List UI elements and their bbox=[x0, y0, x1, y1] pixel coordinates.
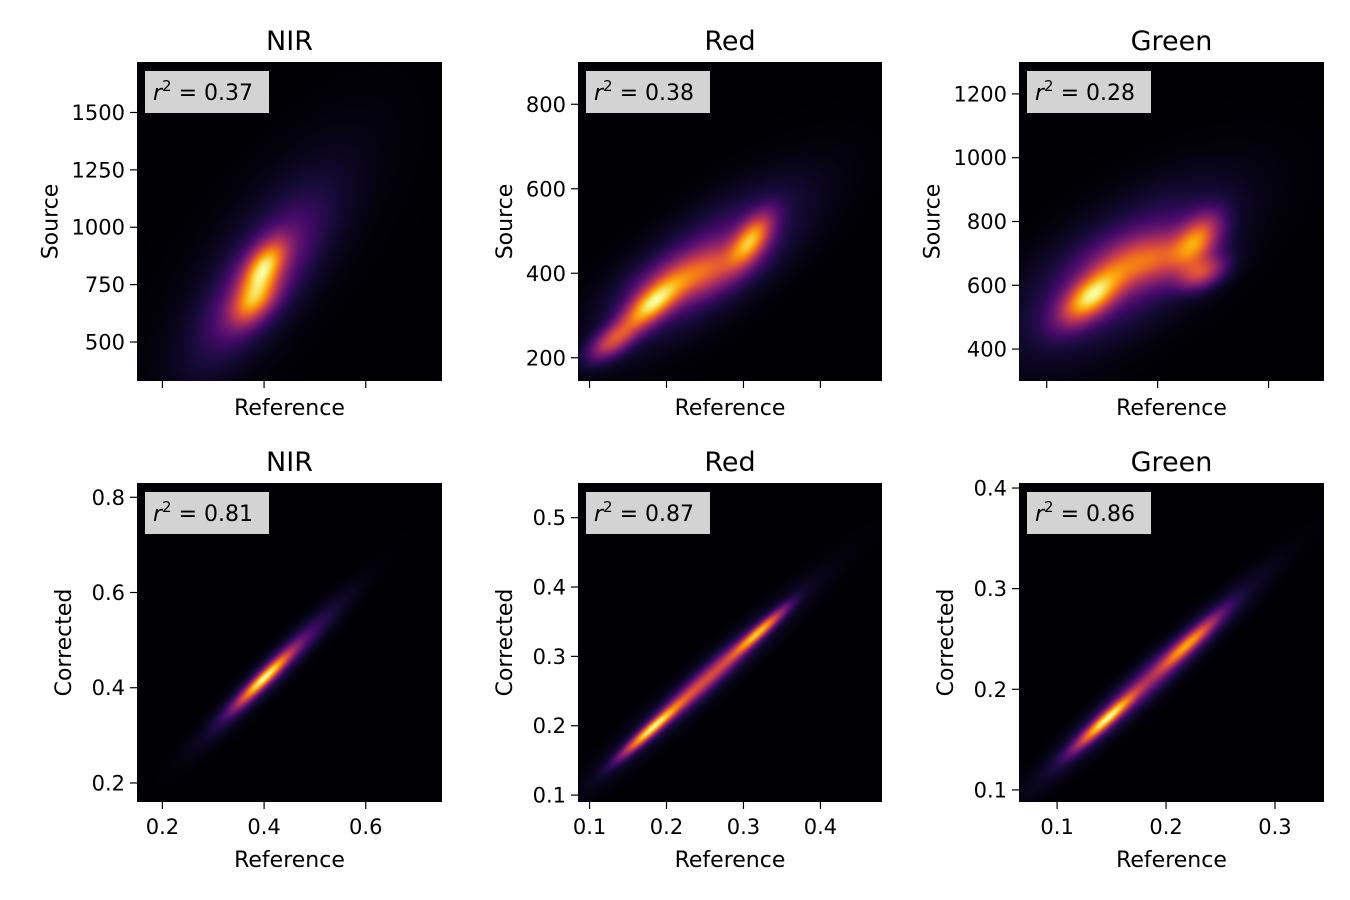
y-tick-label: 0.4 bbox=[92, 676, 125, 700]
r2-value: 0.37 bbox=[204, 81, 253, 106]
density-heatmap bbox=[578, 62, 882, 381]
r2-text: r2 = 0.28 bbox=[1035, 77, 1135, 106]
y-axis-label: Source bbox=[38, 184, 63, 260]
subplot-title: NIR bbox=[266, 447, 313, 478]
y-tick-label: 400 bbox=[526, 262, 566, 286]
x-axis-label: Reference bbox=[675, 848, 786, 873]
density-heatmap bbox=[1019, 62, 1324, 381]
r2-annotation: r2 = 0.37 bbox=[145, 71, 269, 113]
r2-text: r2 = 0.38 bbox=[594, 77, 694, 106]
y-tick-label: 0.6 bbox=[92, 581, 125, 605]
r2-value: 0.38 bbox=[645, 81, 694, 106]
x-axis-label: Reference bbox=[234, 396, 345, 421]
x-tick-label: 0.2 bbox=[146, 815, 179, 839]
y-tick-label: 500 bbox=[85, 330, 125, 354]
r2-box bbox=[1027, 492, 1151, 534]
y-tick-label: 0.3 bbox=[974, 577, 1007, 601]
r2-box bbox=[586, 71, 710, 113]
y-tick-label: 750 bbox=[85, 273, 125, 297]
y-tick-label: 1250 bbox=[72, 158, 125, 182]
subplot-4: NIR 0.2 0.4 0.6 0.2 0.4 0.6 0.8 Reference Correct… bbox=[52, 447, 442, 873]
x-axis-label: Reference bbox=[675, 396, 786, 421]
density-heatmap bbox=[578, 483, 882, 802]
x-axis-label: Reference bbox=[1116, 396, 1227, 421]
r2-box bbox=[145, 492, 269, 534]
r2-box bbox=[586, 492, 710, 534]
subplot-title: Green bbox=[1131, 26, 1213, 57]
y-tick-label: 800 bbox=[967, 210, 1007, 234]
x-tick-label: 0.1 bbox=[573, 815, 606, 839]
r2-value: 0.28 bbox=[1086, 81, 1135, 106]
r2-box bbox=[1027, 71, 1151, 113]
y-tick-label: 1000 bbox=[954, 146, 1007, 170]
r2-value: 0.87 bbox=[645, 502, 694, 527]
r2-text: r2 = 0.87 bbox=[594, 498, 694, 527]
x-tick-label: 0.1 bbox=[1040, 815, 1073, 839]
subplot-2: Red 200 400 600 800 Reference Source r2 = 0.38 bbox=[493, 26, 882, 421]
r2-symbol: r bbox=[153, 502, 164, 527]
r2-annotation: r2 = 0.81 bbox=[145, 492, 269, 534]
subplot-title: Red bbox=[704, 26, 755, 57]
y-tick-label: 0.8 bbox=[92, 486, 125, 510]
density-heatmap bbox=[137, 483, 442, 802]
y-tick-label: 0.2 bbox=[533, 714, 566, 738]
y-tick-label: 0.1 bbox=[974, 778, 1007, 802]
r2-text: r2 = 0.37 bbox=[153, 77, 253, 106]
y-tick-label: 1500 bbox=[72, 101, 125, 125]
r2-symbol: r bbox=[1035, 81, 1046, 106]
subplot-title: NIR bbox=[266, 26, 313, 57]
x-axis-label: Reference bbox=[1116, 848, 1227, 873]
y-tick-label: 0.1 bbox=[533, 784, 566, 808]
density-heatmap bbox=[137, 62, 442, 381]
y-tick-label: 0.2 bbox=[974, 678, 1007, 702]
y-tick-label: 0.5 bbox=[533, 506, 566, 530]
subplot-1: NIR 500 750 1000 1250 1500 Reference Source r2 =… bbox=[38, 26, 442, 421]
y-tick-label: 0.4 bbox=[533, 576, 566, 600]
x-tick-label: 0.4 bbox=[247, 815, 280, 839]
y-tick-label: 0.4 bbox=[974, 477, 1007, 501]
subplot-3: Green 400 600 800 1000 1200 Reference Source r2 … bbox=[920, 26, 1324, 421]
y-axis-label: Corrected bbox=[52, 589, 77, 697]
x-tick-label: 0.6 bbox=[349, 815, 382, 839]
y-axis-label: Corrected bbox=[934, 589, 959, 697]
r2-text: r2 = 0.86 bbox=[1035, 498, 1135, 527]
r2-annotation: r2 = 0.86 bbox=[1027, 492, 1151, 534]
x-tick-label: 0.2 bbox=[1149, 815, 1182, 839]
y-axis-label: Source bbox=[920, 184, 945, 260]
x-tick-label: 0.4 bbox=[804, 815, 837, 839]
x-tick-label: 0.3 bbox=[727, 815, 760, 839]
r2-symbol: r bbox=[594, 81, 605, 106]
y-tick-label: 600 bbox=[967, 274, 1007, 298]
y-tick-label: 0.2 bbox=[92, 771, 125, 795]
y-axis-label: Corrected bbox=[493, 589, 518, 697]
y-tick-label: 1000 bbox=[72, 216, 125, 240]
subplot-title: Red bbox=[704, 447, 755, 478]
subplot-6: Green 0.1 0.2 0.3 0.1 0.2 0.3 0.4 Reference Corre… bbox=[934, 447, 1324, 873]
r2-annotation: r2 = 0.28 bbox=[1027, 71, 1151, 113]
x-tick-label: 0.2 bbox=[650, 815, 683, 839]
r2-value: 0.81 bbox=[204, 502, 253, 527]
y-tick-label: 400 bbox=[967, 338, 1007, 362]
r2-symbol: r bbox=[153, 81, 164, 106]
x-tick-label: 0.3 bbox=[1258, 815, 1291, 839]
r2-annotation: r2 = 0.38 bbox=[586, 71, 710, 113]
y-tick-label: 600 bbox=[526, 177, 566, 201]
r2-annotation: r2 = 0.87 bbox=[586, 492, 710, 534]
r2-box bbox=[145, 71, 269, 113]
y-axis-label: Source bbox=[493, 184, 518, 260]
y-tick-label: 1200 bbox=[954, 82, 1007, 106]
subplot-title: Green bbox=[1131, 447, 1213, 478]
y-tick-label: 0.3 bbox=[533, 645, 566, 669]
r2-value: 0.86 bbox=[1086, 502, 1135, 527]
subplot-5: Red 0.1 0.2 0.3 0.4 0.1 0.2 0.3 0.4 0.5 Reference C… bbox=[493, 447, 882, 873]
y-tick-label: 200 bbox=[526, 346, 566, 370]
x-axis-label: Reference bbox=[234, 848, 345, 873]
density-heatmap bbox=[1019, 483, 1324, 802]
r2-text: r2 = 0.81 bbox=[153, 498, 253, 527]
y-tick-label: 800 bbox=[526, 93, 566, 117]
r2-symbol: r bbox=[1035, 502, 1046, 527]
r2-symbol: r bbox=[594, 502, 605, 527]
